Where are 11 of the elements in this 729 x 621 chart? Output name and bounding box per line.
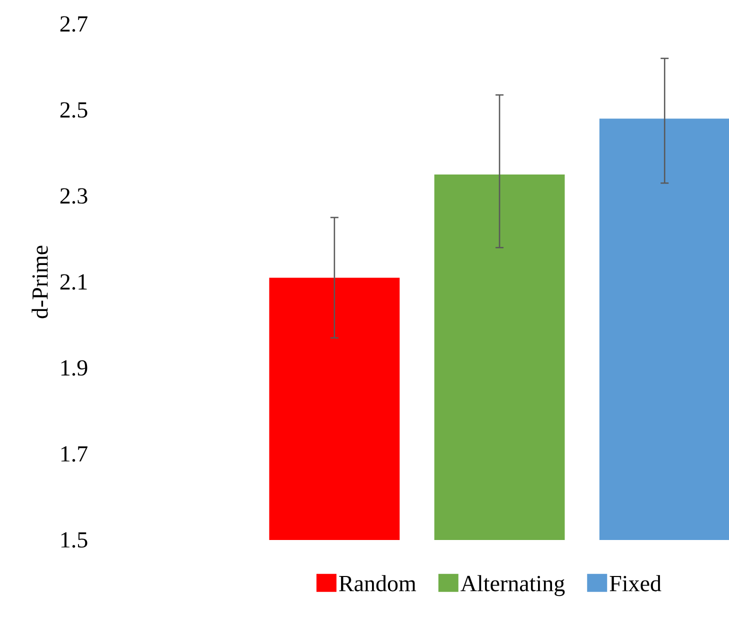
- y-tick-label: 2.5: [60, 102, 88, 118]
- y-tick-label: 2.3: [60, 188, 88, 204]
- legend-label: Alternating: [460, 575, 565, 596]
- y-tick-label: 2.7: [60, 16, 88, 32]
- y-tick-label: 1.7: [61, 446, 88, 462]
- y-tick-label: 1.5: [61, 532, 88, 548]
- legend-label: Random: [339, 575, 416, 592]
- y-axis-title: d-Prime: [32, 246, 48, 318]
- legend-label: Fixed: [610, 575, 662, 592]
- y-tick-label: 1.9: [61, 360, 88, 376]
- y-tick-label: 2.1: [60, 274, 87, 290]
